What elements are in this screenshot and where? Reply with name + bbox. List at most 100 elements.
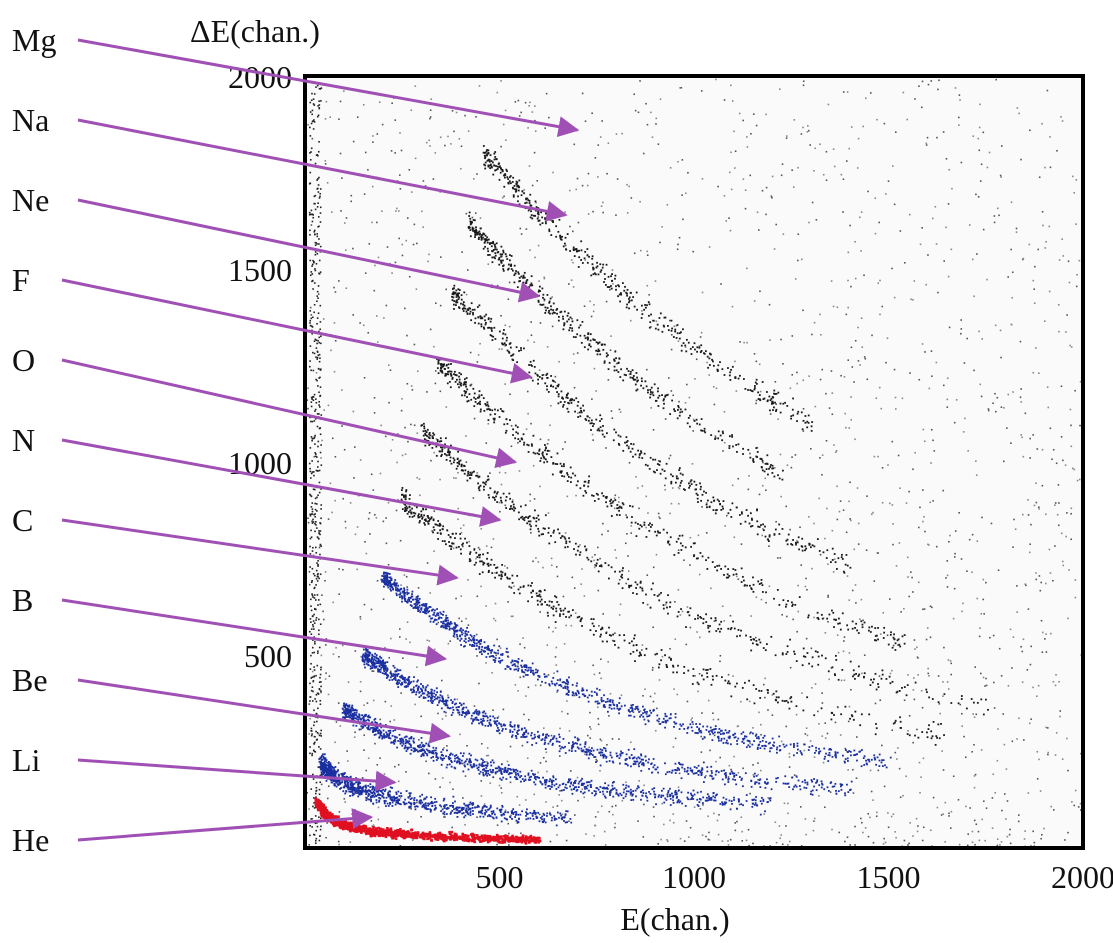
noise-point <box>344 520 347 523</box>
noise-point <box>973 743 975 746</box>
noise-point <box>1011 740 1014 743</box>
noise-point <box>318 746 320 748</box>
band-point-he <box>508 836 511 840</box>
noise-point <box>504 504 507 507</box>
band-point-li <box>419 802 422 805</box>
noise-point <box>591 398 593 400</box>
noise-point <box>935 243 938 245</box>
band-point-li <box>429 810 432 813</box>
noise-point <box>310 633 313 636</box>
noise-point <box>592 439 594 441</box>
noise-point <box>1047 406 1050 409</box>
noise-point <box>638 507 640 510</box>
noise-point <box>964 417 966 420</box>
band-point-li <box>326 771 329 774</box>
noise-point <box>314 513 316 515</box>
noise-point <box>677 160 679 163</box>
noise-point <box>311 326 314 328</box>
band-point-li <box>480 811 483 813</box>
noise-point <box>996 396 999 399</box>
band-point-li <box>543 818 546 820</box>
noise-point <box>317 559 319 562</box>
band-point-li <box>354 787 357 790</box>
noise-point <box>741 830 743 833</box>
band-point-li <box>321 773 323 776</box>
noise-point <box>796 259 799 262</box>
noise-point <box>449 781 451 784</box>
noise-point <box>487 422 490 425</box>
noise-point <box>312 625 315 628</box>
band-point-li <box>434 797 437 800</box>
noise-point <box>426 562 429 564</box>
noise-point <box>558 794 560 796</box>
band-point-he <box>421 836 425 840</box>
noise-point <box>314 508 317 511</box>
noise-point <box>924 351 926 353</box>
noise-point <box>530 531 532 534</box>
band-point-li <box>349 795 351 797</box>
noise-point <box>1070 512 1072 515</box>
noise-point <box>445 406 448 408</box>
noise-point <box>633 93 636 96</box>
band-point-he <box>374 829 378 833</box>
noise-point <box>758 493 761 496</box>
noise-point <box>708 831 710 834</box>
noise-point <box>614 549 617 551</box>
noise-point <box>394 152 396 154</box>
noise-point <box>856 487 859 489</box>
noise-point <box>892 165 894 167</box>
noise-point <box>593 673 596 676</box>
noise-point <box>698 345 701 348</box>
noise-point <box>1032 686 1034 689</box>
band-point-li <box>356 790 359 792</box>
noise-point <box>550 557 553 560</box>
noise-point <box>757 773 759 776</box>
noise-point <box>318 238 320 240</box>
noise-point <box>826 732 829 735</box>
band-point-li <box>378 794 381 796</box>
noise-point <box>641 485 644 487</box>
noise-point <box>311 567 314 570</box>
noise-point <box>910 571 912 573</box>
noise-point <box>597 589 600 592</box>
noise-point <box>860 250 862 252</box>
band-point-li <box>333 768 336 771</box>
noise-point <box>509 745 512 748</box>
noise-point <box>318 259 321 262</box>
noise-point <box>346 750 348 752</box>
noise-point <box>795 713 798 716</box>
noise-point <box>433 550 435 552</box>
noise-point <box>467 579 469 581</box>
noise-point <box>539 762 542 764</box>
noise-point <box>748 844 750 847</box>
noise-point <box>963 735 965 738</box>
noise-point <box>324 579 326 582</box>
noise-point <box>917 657 919 659</box>
noise-point <box>376 133 379 135</box>
noise-point <box>471 216 474 219</box>
noise-point <box>530 321 532 323</box>
noise-point <box>875 815 878 818</box>
noise-point <box>573 587 576 589</box>
noise-point <box>592 310 595 313</box>
noise-point <box>700 751 703 753</box>
noise-point <box>809 740 812 742</box>
noise-point <box>561 813 564 816</box>
noise-point <box>401 243 404 246</box>
noise-point <box>558 360 560 363</box>
noise-point <box>338 656 340 658</box>
noise-point <box>972 713 975 715</box>
noise-point <box>878 386 881 389</box>
noise-point <box>316 527 318 529</box>
noise-point <box>325 638 328 640</box>
band-point-li <box>321 768 324 770</box>
noise-point <box>1058 259 1061 261</box>
band-point-li <box>396 796 399 799</box>
noise-point <box>593 835 595 837</box>
noise-point <box>310 325 313 327</box>
noise-point <box>783 802 786 805</box>
noise-point <box>317 202 319 204</box>
band-point-li <box>357 786 359 789</box>
noise-point <box>311 460 313 462</box>
noise-point <box>1052 809 1055 811</box>
